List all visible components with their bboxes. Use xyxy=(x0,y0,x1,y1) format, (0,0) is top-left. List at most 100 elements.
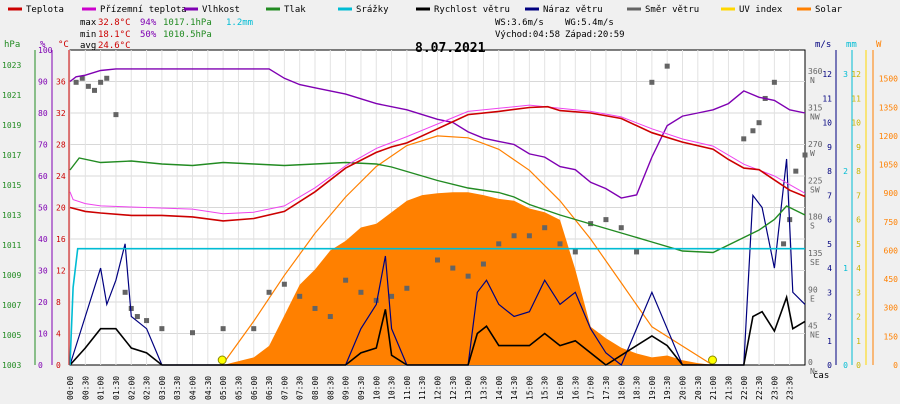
y-hpa-tick: 1013 xyxy=(2,211,21,220)
x-tick-label: 18:00 xyxy=(617,376,626,400)
x-tick-label: 07:30 xyxy=(296,376,305,400)
y-pct-tick: 70 xyxy=(38,141,48,150)
y-mm-unit: mm xyxy=(846,40,857,50)
stat-max-rain: 1.2mm xyxy=(226,18,253,28)
y-wm2-tick: 300 xyxy=(884,304,899,313)
wind-direction-point xyxy=(435,257,440,263)
wind-direction-point xyxy=(542,225,548,231)
x-tick-label: 02:00 xyxy=(127,376,136,400)
x-tick-label: 06:30 xyxy=(265,376,274,400)
wind-direction-point xyxy=(781,241,787,247)
y-dir-label: E xyxy=(810,294,815,303)
x-tick-label: 10:00 xyxy=(372,376,381,400)
y-pct-tick: 60 xyxy=(38,172,48,181)
y-dir-tick: 225 xyxy=(808,176,823,185)
legend-item: Solar xyxy=(815,5,843,15)
x-tick-label: 08:30 xyxy=(326,376,335,400)
sunset-marker xyxy=(708,355,718,365)
y-dir-label: NW xyxy=(810,113,820,122)
x-tick-label: 23:30 xyxy=(786,376,795,400)
y-pct-tick: 20 xyxy=(38,298,48,307)
x-tick-label: 17:00 xyxy=(587,376,596,400)
y-ms-tick: 0 xyxy=(827,361,832,370)
y-wm2-tick: 1200 xyxy=(879,132,898,141)
wind-direction-point xyxy=(134,314,140,320)
series-wind-speed xyxy=(69,294,806,366)
y-mm-tick: 0 xyxy=(843,361,848,370)
y-wm2-tick: 900 xyxy=(884,189,899,198)
y-dir-label: W xyxy=(810,149,815,158)
wind-direction-point xyxy=(104,75,110,81)
x-tick-label: 19:00 xyxy=(648,376,657,400)
y-ms-tick: 2 xyxy=(827,313,832,322)
x-tick-label: 22:30 xyxy=(755,376,764,400)
wind-direction-point xyxy=(128,305,134,311)
legend-item: Přízemní teplota xyxy=(100,5,187,15)
info-sunset: Západ:20:59 xyxy=(565,30,625,40)
legend-item: UV index xyxy=(739,5,783,15)
wind-direction-point xyxy=(664,63,670,69)
x-tick-label: 16:30 xyxy=(571,376,580,400)
y-dir-label: N xyxy=(810,76,815,85)
y-dir-tick: 135 xyxy=(808,249,823,258)
y-wm2-unit: W xyxy=(876,40,882,50)
y-hpa-tick: 1023 xyxy=(2,61,21,70)
y-ms-tick: 12 xyxy=(822,70,832,79)
wind-direction-point xyxy=(190,330,195,336)
y-pct-tick: 90 xyxy=(38,78,48,87)
x-tick-label: 22:00 xyxy=(740,376,749,400)
y-dir-label: S xyxy=(810,222,815,231)
wind-direction-point xyxy=(793,168,799,174)
x-tick-label: 23:00 xyxy=(770,376,779,400)
wind-direction-point xyxy=(756,120,762,126)
x-tick-label: 20:30 xyxy=(694,376,703,400)
y-wm2-tick: 1350 xyxy=(879,103,898,112)
x-tick-label: 15:00 xyxy=(525,376,534,400)
y-pct-unit: % xyxy=(40,40,46,50)
stat-avg-temp: 24.6°C xyxy=(98,41,131,51)
x-tick-label: 01:00 xyxy=(97,376,106,400)
y-temp-tick: 8 xyxy=(56,298,61,307)
wind-direction-point xyxy=(312,305,318,311)
y-uv-tick: 2 xyxy=(856,313,861,322)
y-dir-tick: 360 xyxy=(808,67,823,76)
stat-max-press: 1017.1hPa xyxy=(163,18,212,28)
series-humidity xyxy=(69,68,806,199)
info-wind-speed: WS:3.6m/s xyxy=(495,18,544,28)
x-tick-label: 07:00 xyxy=(280,376,289,400)
axes-layer: 00:00 00:30 01:00 01:30 02:00 02:30 03:00 03:30… xyxy=(2,40,898,400)
y-hpa-tick: 1011 xyxy=(2,241,21,250)
y-ms-tick: 4 xyxy=(827,264,832,273)
y-temp-tick: 36 xyxy=(56,78,66,87)
y-dir-label: N xyxy=(810,367,815,376)
x-tick-label: 03:30 xyxy=(173,376,182,400)
x-tick-label: 05:00 xyxy=(219,376,228,400)
y-uv-tick: 5 xyxy=(856,240,861,249)
y-uv-tick: 0 xyxy=(856,361,861,370)
wind-direction-point xyxy=(511,233,517,239)
y-uv-tick: 8 xyxy=(856,167,861,176)
wind-direction-point xyxy=(771,79,777,85)
y-ms-tick: 9 xyxy=(827,143,832,152)
x-tick-label: 04:00 xyxy=(189,376,198,400)
y-dir-tick: 180 xyxy=(808,213,823,222)
legend-item: Tlak xyxy=(284,5,306,15)
y-hpa-tick: 1015 xyxy=(2,181,21,190)
series-temperature xyxy=(69,105,806,222)
stat-max-temp: 32.8°C xyxy=(98,18,131,28)
y-hpa-tick: 1007 xyxy=(2,301,21,310)
wind-direction-point xyxy=(802,152,808,158)
y-uv-tick: 11 xyxy=(851,94,861,103)
y-ms-tick: 5 xyxy=(827,240,832,249)
y-dir-label: NE xyxy=(810,331,820,340)
x-tick-label: 03:00 xyxy=(158,376,167,400)
wind-direction-point xyxy=(557,241,563,247)
wind-direction-point xyxy=(79,75,85,81)
wind-direction-point xyxy=(251,326,257,332)
y-temp-tick: 16 xyxy=(56,235,66,244)
y-ms-tick: 8 xyxy=(827,167,832,176)
wind-direction-point xyxy=(750,128,756,134)
y-dir-label: SE xyxy=(810,258,820,267)
y-pct-tick: 30 xyxy=(38,267,48,276)
stat-min-temp: 18.1°C xyxy=(98,30,131,40)
